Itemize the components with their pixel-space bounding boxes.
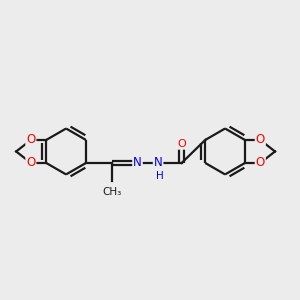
Text: N: N <box>154 157 163 169</box>
Text: O: O <box>256 157 265 169</box>
Text: O: O <box>256 134 265 146</box>
Text: O: O <box>177 139 186 149</box>
Text: O: O <box>26 134 35 146</box>
Text: O: O <box>26 157 35 169</box>
Text: H: H <box>156 171 164 181</box>
Text: CH₃: CH₃ <box>103 187 122 197</box>
Text: N: N <box>133 157 142 169</box>
